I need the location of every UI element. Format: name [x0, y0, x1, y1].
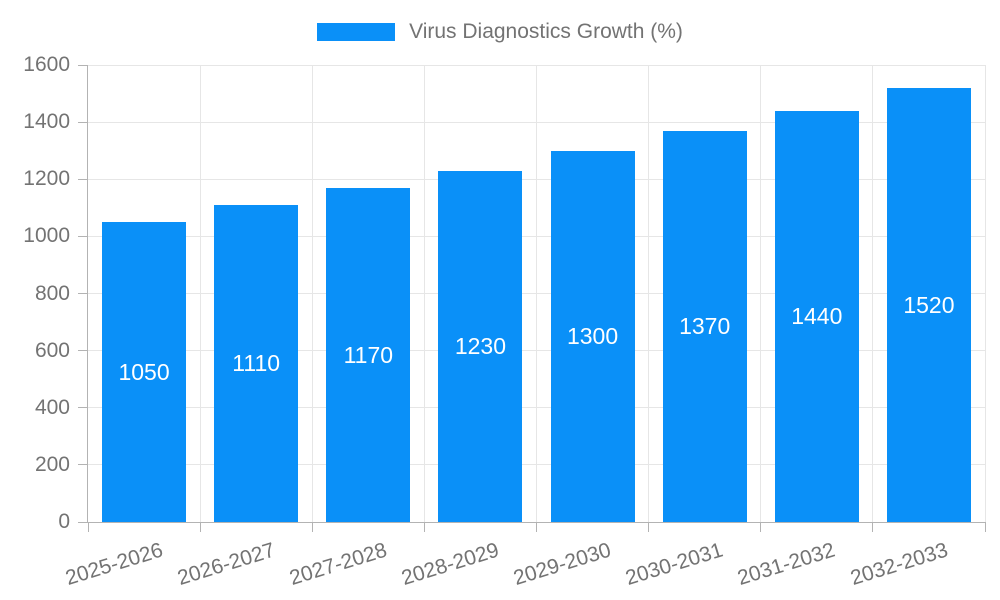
v-gridline [760, 65, 762, 522]
x-tick-label: 2029-2030 [511, 538, 614, 590]
bar [662, 130, 747, 522]
y-tick [78, 293, 88, 294]
v-gridline [872, 65, 874, 522]
y-tick-label: 400 [34, 395, 70, 419]
y-tick-label: 600 [34, 338, 70, 362]
x-axis-line [88, 521, 985, 523]
y-tick [78, 350, 88, 352]
x-tick-label: 2027-2028 [286, 538, 390, 590]
y-tick-label: 1400 [23, 110, 70, 134]
x-tick [872, 522, 874, 532]
bar-value-label: 1110 [232, 350, 281, 377]
x-tick [311, 522, 313, 532]
y-tick [78, 407, 88, 409]
v-gridline [199, 65, 201, 522]
y-tick [78, 178, 88, 180]
x-tick [536, 522, 537, 532]
y-tick-label: 800 [34, 281, 70, 305]
legend-swatch [317, 23, 396, 41]
x-tick-label: 2028-2029 [398, 538, 502, 590]
y-tick [78, 521, 88, 523]
bar [550, 150, 635, 522]
x-tick [87, 522, 89, 532]
x-tick [199, 522, 201, 532]
y-tick-label: 1600 [23, 53, 70, 76]
bar-value-label: 1050 [118, 359, 170, 386]
y-tick [78, 235, 88, 237]
y-tick-label: 0 [58, 510, 70, 533]
y-tick-label: 1200 [23, 167, 70, 191]
v-gridline [648, 65, 650, 522]
v-gridline [311, 65, 313, 522]
x-tick-label: 2030-2031 [623, 538, 726, 590]
bar-value-label: 1300 [566, 323, 619, 350]
bar-value-label: 1170 [343, 341, 394, 368]
bar [438, 170, 523, 522]
x-tick [760, 522, 762, 532]
bar [326, 187, 411, 522]
bar [102, 222, 187, 522]
bar-value-label: 1440 [791, 303, 843, 330]
v-gridline [423, 65, 425, 522]
y-axis-line [87, 65, 88, 522]
bar [774, 110, 859, 522]
x-tick [648, 522, 650, 532]
x-tick-label: 2031-2032 [735, 538, 839, 590]
legend-label: Virus Diagnostics Growth (%) [409, 20, 683, 43]
bar-value-label: 1370 [679, 313, 731, 340]
x-tick-label: 2026-2027 [174, 538, 278, 590]
y-tick-label: 1000 [23, 224, 70, 248]
y-tick [78, 464, 88, 466]
bar-value-label: 1230 [454, 333, 507, 360]
x-tick-label: 2032-2033 [847, 538, 951, 590]
y-tick [78, 121, 88, 123]
legend: Virus Diagnostics Growth (%) [0, 20, 1000, 44]
bar [214, 204, 299, 522]
x-tick-label: 2025-2026 [62, 538, 166, 590]
v-gridline [984, 65, 986, 522]
x-tick [984, 522, 986, 532]
bar-value-label: 1520 [903, 291, 955, 318]
y-tick-label: 200 [34, 452, 70, 476]
v-gridline [536, 65, 537, 522]
bar [886, 87, 971, 522]
x-tick [423, 522, 425, 532]
y-tick [78, 64, 88, 66]
